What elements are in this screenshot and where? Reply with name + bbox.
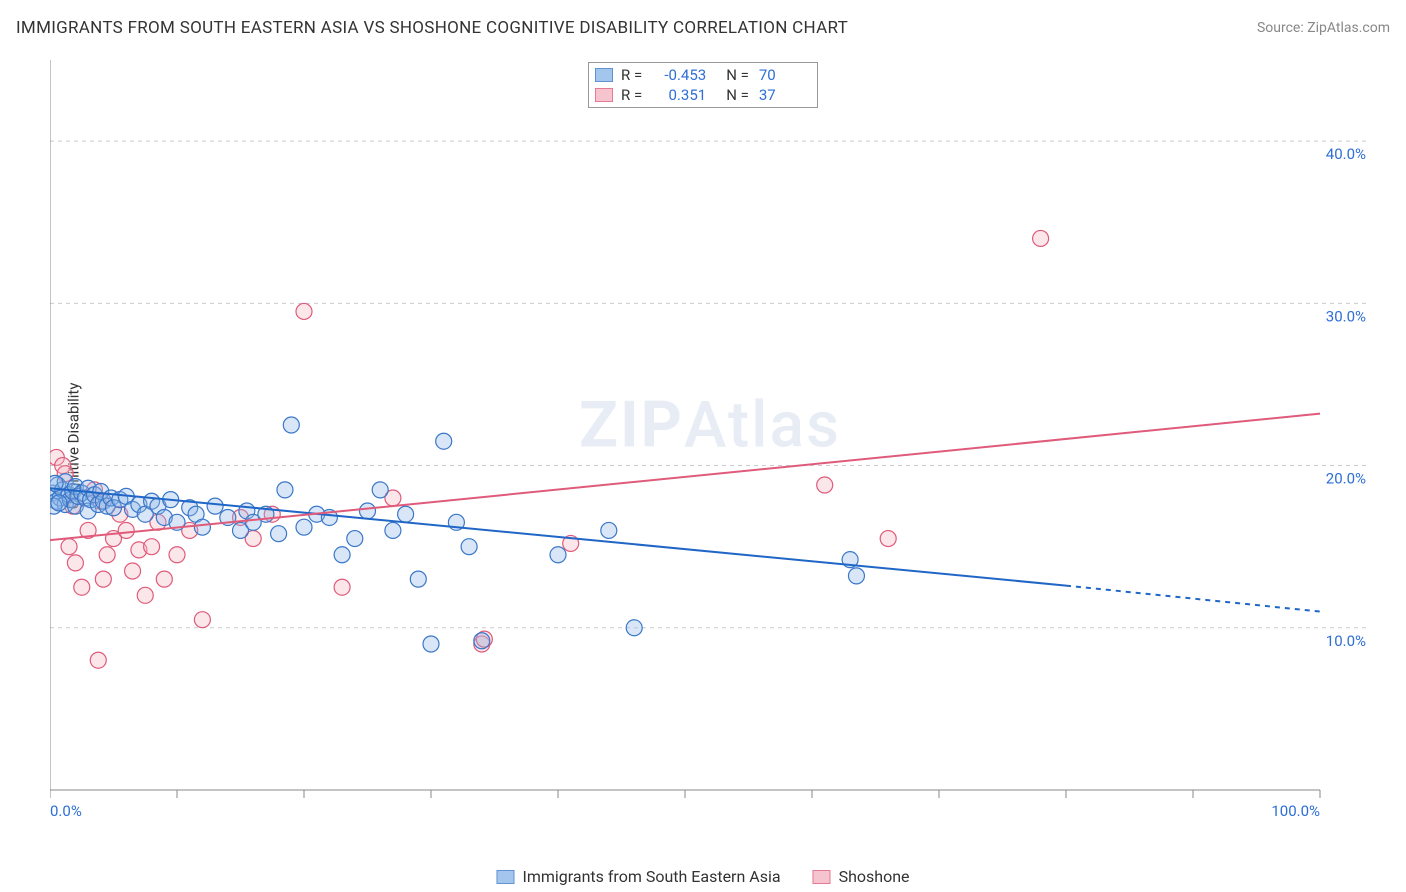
- data-point: [550, 547, 566, 563]
- trend-line: [50, 488, 1066, 585]
- legend-n-label: N =: [726, 66, 749, 84]
- data-point: [360, 503, 376, 519]
- x-tick-label: 0.0%: [50, 802, 82, 820]
- y-tick-label: 40.0%: [1326, 145, 1366, 163]
- data-point: [334, 547, 350, 563]
- data-point: [169, 547, 185, 563]
- legend-r-value: -0.453: [652, 66, 706, 84]
- legend-n-label: N =: [726, 86, 749, 104]
- data-point: [372, 482, 388, 498]
- data-point: [194, 519, 210, 535]
- correlation-legend: R = -0.453 N = 70 R = 0.351 N = 37: [588, 62, 818, 108]
- legend-swatch-icon: [813, 870, 831, 884]
- watermark: ZIPAtlas: [579, 387, 841, 462]
- legend-r-label: R =: [621, 66, 642, 84]
- data-point: [880, 531, 896, 547]
- legend-n-value: 70: [759, 66, 776, 84]
- data-point: [156, 571, 172, 587]
- data-point: [334, 579, 350, 595]
- data-point: [347, 531, 363, 547]
- data-point: [296, 519, 312, 535]
- data-point: [461, 539, 477, 555]
- data-point: [67, 555, 83, 571]
- legend-n-value: 37: [759, 86, 776, 104]
- data-point: [848, 568, 864, 584]
- series-legend-item: Shoshone: [813, 867, 910, 886]
- data-point: [296, 303, 312, 319]
- legend-row: R = 0.351 N = 37: [595, 85, 811, 105]
- data-point: [51, 495, 67, 511]
- data-point: [99, 547, 115, 563]
- y-tick-label: 10.0%: [1326, 632, 1366, 650]
- data-point: [277, 482, 293, 498]
- data-point: [271, 526, 287, 542]
- data-point: [474, 633, 490, 649]
- data-point: [125, 563, 141, 579]
- data-point: [817, 477, 833, 493]
- legend-r-value: 0.351: [652, 86, 706, 104]
- trend-line-extrapolated: [1066, 586, 1320, 612]
- data-point: [95, 571, 111, 587]
- source-attribution: Source: ZipAtlas.com: [1257, 20, 1390, 36]
- legend-swatch-icon: [595, 88, 613, 102]
- data-point: [118, 522, 134, 538]
- data-point: [207, 498, 223, 514]
- data-point: [194, 612, 210, 628]
- chart-title: IMMIGRANTS FROM SOUTH EASTERN ASIA VS SH…: [16, 18, 848, 38]
- data-point: [74, 579, 90, 595]
- data-point: [398, 506, 414, 522]
- y-tick-label: 20.0%: [1326, 470, 1366, 488]
- data-point: [144, 539, 160, 555]
- y-tick-label: 30.0%: [1326, 307, 1366, 325]
- data-point: [601, 522, 617, 538]
- data-point: [283, 417, 299, 433]
- data-point: [1033, 230, 1049, 246]
- series-legend-item: Immigrants from South Eastern Asia: [496, 867, 780, 886]
- data-point: [90, 652, 106, 668]
- legend-row: R = -0.453 N = 70: [595, 65, 811, 85]
- series-label: Immigrants from South Eastern Asia: [522, 867, 780, 886]
- data-point: [626, 620, 642, 636]
- legend-r-label: R =: [621, 86, 642, 104]
- scatter-plot: 10.0% 20.0% 30.0% 40.0% 0.0% 100.0% ZIPAtlas: [50, 60, 1370, 820]
- legend-swatch-icon: [496, 870, 514, 884]
- series-label: Shoshone: [839, 867, 910, 886]
- series-legend: Immigrants from South Eastern Asia Shosho…: [496, 867, 909, 886]
- data-point: [61, 539, 77, 555]
- data-point: [137, 587, 153, 603]
- data-point: [385, 522, 401, 538]
- data-point: [436, 433, 452, 449]
- x-tick-label: 100.0%: [1271, 802, 1320, 820]
- legend-swatch-icon: [595, 68, 613, 82]
- data-point: [423, 636, 439, 652]
- data-point: [410, 571, 426, 587]
